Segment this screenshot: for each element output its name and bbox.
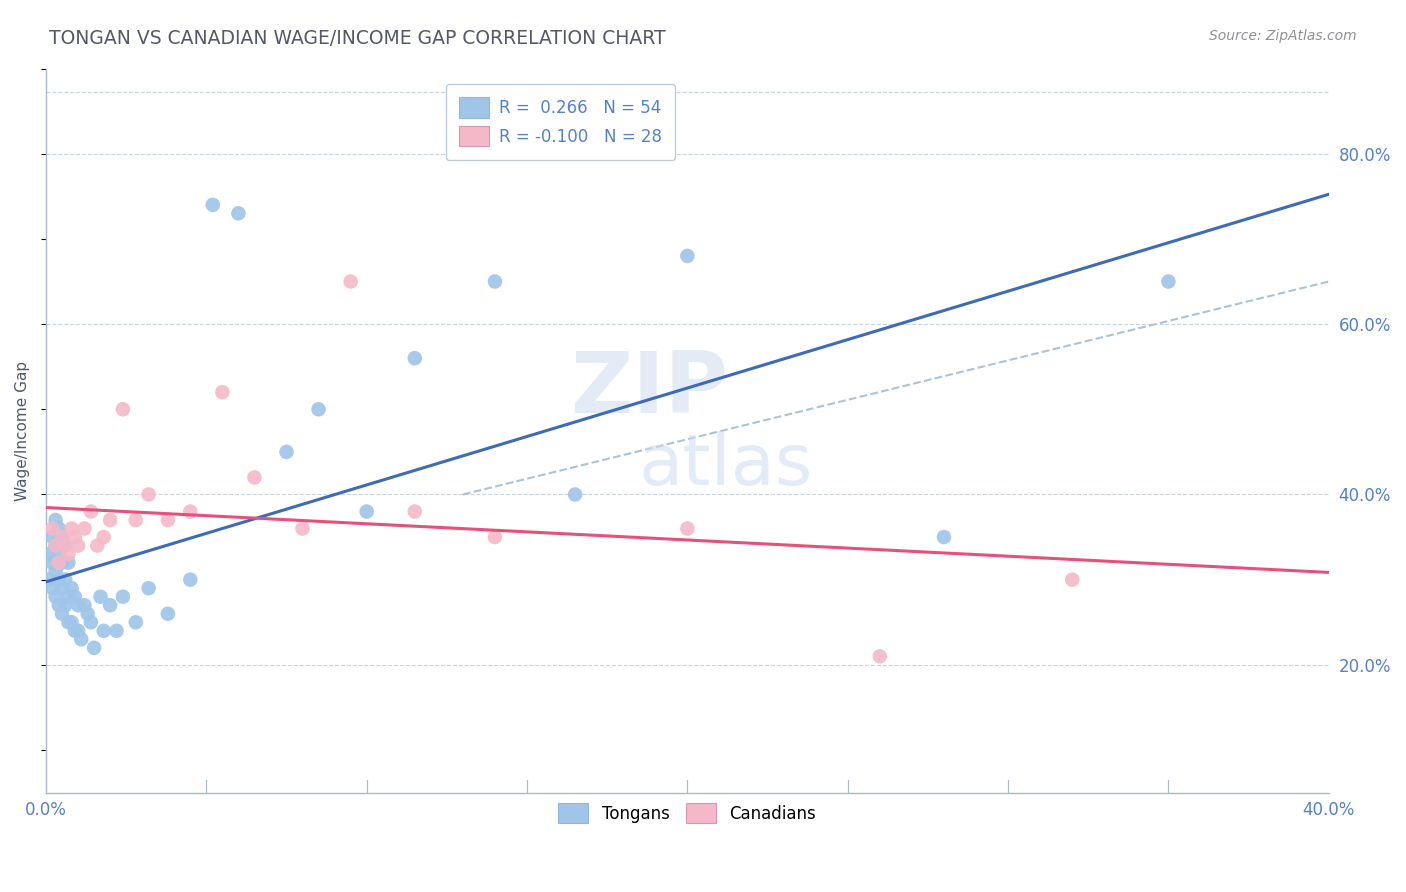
Point — [93, 624, 115, 638]
Point — [41, 581, 63, 595]
Point — [45, 590, 67, 604]
Point — [73, 599, 96, 613]
Text: ZIP: ZIP — [569, 348, 728, 431]
Point — [38, 573, 60, 587]
Point — [484, 530, 506, 544]
Point — [484, 275, 506, 289]
Point — [98, 599, 121, 613]
Point — [111, 590, 134, 604]
Point — [53, 599, 76, 613]
Point — [48, 547, 70, 561]
Point — [70, 632, 93, 647]
Point — [211, 385, 233, 400]
Point — [48, 556, 70, 570]
Point — [53, 539, 76, 553]
Point — [41, 556, 63, 570]
Point — [125, 513, 148, 527]
Point — [41, 522, 63, 536]
Point — [80, 615, 103, 630]
Point — [51, 607, 73, 621]
Point — [51, 581, 73, 595]
Point — [564, 487, 586, 501]
Point — [156, 513, 179, 527]
Point — [111, 402, 134, 417]
Point — [67, 599, 90, 613]
Point — [67, 539, 90, 553]
Text: atlas: atlas — [638, 431, 813, 500]
Point — [60, 522, 83, 536]
Y-axis label: Wage/Income Gap: Wage/Income Gap — [15, 360, 30, 500]
Point — [932, 530, 955, 544]
Point — [38, 547, 60, 561]
Point — [404, 504, 426, 518]
Point — [89, 590, 111, 604]
Point — [58, 547, 80, 561]
Point — [676, 522, 699, 536]
Point — [179, 573, 201, 587]
Point — [51, 556, 73, 570]
Point — [53, 539, 76, 553]
Point — [869, 649, 891, 664]
Text: Source: ZipAtlas.com: Source: ZipAtlas.com — [1209, 29, 1357, 44]
Point — [63, 530, 86, 544]
Point — [86, 539, 108, 553]
Point — [1157, 275, 1180, 289]
Point — [58, 590, 80, 604]
Point — [48, 599, 70, 613]
Point — [63, 624, 86, 638]
Point — [125, 615, 148, 630]
Point — [45, 539, 67, 553]
Point — [676, 249, 699, 263]
Point — [276, 445, 298, 459]
Point — [83, 640, 105, 655]
Point — [67, 624, 90, 638]
Point — [138, 487, 160, 501]
Point — [76, 607, 98, 621]
Point — [98, 513, 121, 527]
Point — [63, 590, 86, 604]
Point — [404, 351, 426, 366]
Point — [45, 564, 67, 578]
Point — [179, 504, 201, 518]
Point — [53, 573, 76, 587]
Point — [45, 513, 67, 527]
Legend: Tongans, Canadians: Tongans, Canadians — [547, 791, 828, 835]
Point — [80, 504, 103, 518]
Point — [93, 530, 115, 544]
Point — [308, 402, 330, 417]
Text: TONGAN VS CANADIAN WAGE/INCOME GAP CORRELATION CHART: TONGAN VS CANADIAN WAGE/INCOME GAP CORRE… — [49, 29, 666, 48]
Point — [291, 522, 314, 536]
Point — [243, 470, 266, 484]
Point — [1062, 573, 1084, 587]
Point — [105, 624, 128, 638]
Point — [201, 198, 224, 212]
Point — [228, 206, 250, 220]
Point — [156, 607, 179, 621]
Point — [51, 530, 73, 544]
Point — [356, 504, 378, 518]
Point — [51, 530, 73, 544]
Point — [339, 275, 361, 289]
Point — [48, 573, 70, 587]
Point — [60, 615, 83, 630]
Point — [60, 581, 83, 595]
Point — [58, 556, 80, 570]
Point — [45, 539, 67, 553]
Point — [41, 530, 63, 544]
Point — [138, 581, 160, 595]
Point — [73, 522, 96, 536]
Point — [48, 522, 70, 536]
Point — [58, 615, 80, 630]
